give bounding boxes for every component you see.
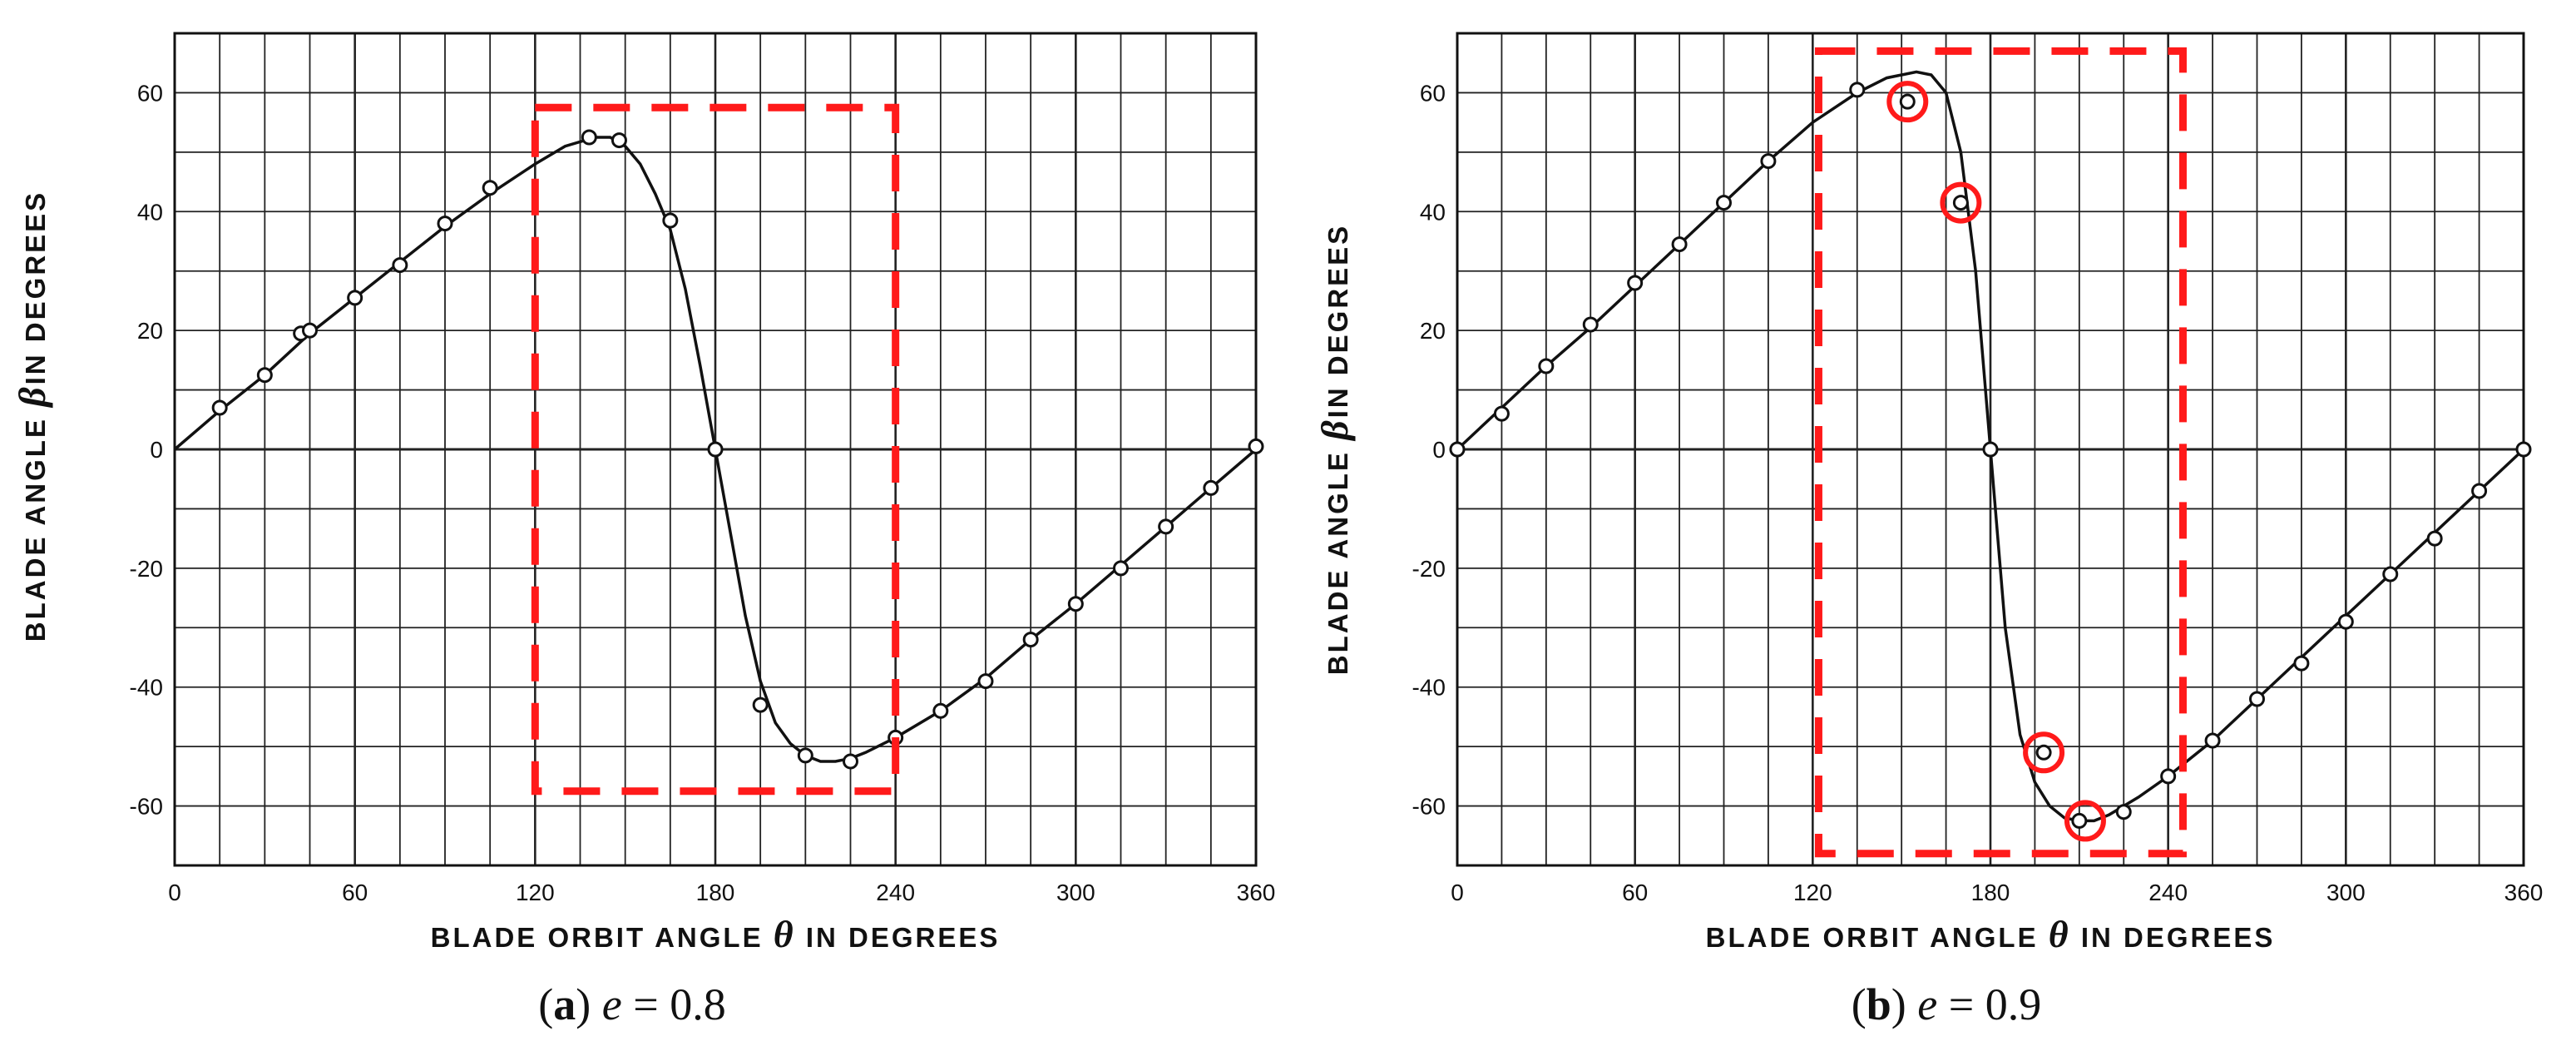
panel-b-x-tick-label: 180 [1971,880,2010,905]
panel-b-data-point [1899,93,1916,110]
panel-a-data-point [482,180,498,196]
panel-a-data-point [662,212,679,229]
panel-a-data-point [302,322,318,339]
panel-a-data-point [752,697,769,713]
panel-b-data-point [1493,405,1510,422]
panel-a-data-point [1067,596,1084,612]
panel-b-data-point [1952,195,1969,211]
panel-a-data-point [977,673,994,690]
panel-a-y-tick-label: -20 [130,556,163,582]
panel-a-y-tick-label: 60 [137,80,163,106]
panel-b-highlight-box [1814,47,2187,858]
panel-b-x-axis-label: BLADE ORBIT ANGLE θ IN DEGREES [1706,913,2276,955]
panel-b-data-point [1849,82,1866,98]
panel-b-data-point [2204,732,2221,749]
panel-b-data-point [1716,195,1732,211]
panel-b-y-tick-label: -60 [1412,794,1446,820]
panel-b-y-tick-label: 40 [1420,199,1446,225]
panel-a-curve [173,136,1258,763]
panel-b-data-point [1982,441,1999,458]
panel-a-x-tick-label: 0 [168,880,181,905]
panel-a-data-point [843,753,858,770]
panel-b-x-tick-label: 300 [2326,880,2366,905]
panel-a-y-tick-label: -60 [130,794,163,820]
panel-a-data-point [1203,479,1219,496]
panel-b-data-point [1449,441,1466,458]
panel-a-x-tick-label: 300 [1056,880,1095,905]
panel-b-data-point [2382,566,2399,582]
panel-b-caption: (b) e = 0.9 [1852,979,2041,1029]
panel-a-highlight-box [531,103,900,796]
panel-a-data-point [347,290,363,306]
panel-a-x-tick-label: 360 [1237,880,1276,905]
panel-a-data-point [211,399,228,416]
panel-a-x-axis-label: BLADE ORBIT ANGLE θ IN DEGREES [431,913,1001,955]
panel-b-x-tick-label: 60 [1622,880,1648,905]
panel-b-highlight-circle [1940,181,1982,224]
panel-a-y-tick-label: 40 [137,199,163,225]
panel-b-data-point [2249,691,2265,707]
panel-a-y-tick-label: 20 [137,318,163,344]
panel-b-data-point [2160,768,2177,785]
panel-a-grid [175,33,1256,865]
panel-a-data-point [932,702,949,719]
panel-b-data-point [2337,613,2354,630]
panel-b-y-axis-label: BLADE ANGLE βIN DEGREES [1313,224,1356,675]
panel-a-x-tick-label: 120 [516,880,555,905]
panel-b-tick-labels: 0 60 120 180 240 300 360 -60 -40 -20 0 20 40 60 [1412,80,2544,905]
panel-a-data-point [611,132,627,149]
panel-a-data-point [437,216,453,232]
panel-a-data-point [256,367,273,384]
panel-b-data-point [2035,744,2052,761]
panel-b-data-point [1760,153,1777,170]
panel-b-data-point [1627,275,1644,291]
panel-b-x-tick-label: 0 [1451,880,1464,905]
panel-a-data-point [581,129,597,146]
panel-b-x-tick-label: 240 [2148,880,2188,905]
panel-a-x-tick-label: 240 [876,880,915,905]
panel-b-x-tick-label: 120 [1793,880,1832,905]
panel-b-x-tick-label: 360 [2504,880,2544,905]
panel-b-data-point [2515,441,2532,458]
panel-a-data-point [1113,560,1129,577]
panel-b-highlight-circle [2023,731,2065,774]
panel-b-data-point [1582,316,1599,333]
panel-b-data-point [2071,812,2088,829]
panel-b-y-tick-label: 20 [1420,318,1446,344]
panel-b-y-tick-label: -40 [1412,675,1446,701]
panel-b-data-point [1671,236,1688,253]
panel-a-y-axis-label: BLADE ANGLE βIN DEGREES [11,191,53,642]
panel-b-highlight-circle [1886,81,1929,123]
panel-b-y-tick-label: 60 [1420,80,1446,106]
panel-a-y-tick-label: -40 [130,675,163,701]
panel-b-data-point [2293,655,2310,672]
panel-b-highlight-circle [2064,800,2106,842]
panel-b-line-chart: 0 60 120 180 240 300 360 -60 -40 -20 0 20 40 60 BLADE… [1313,32,2544,1029]
panel-b-data-point [2115,804,2132,820]
panel-a-data-point [797,747,813,764]
panel-a-data-point [1022,632,1039,648]
panel-a-data-point [707,441,724,458]
panel-a-data-point [1248,438,1264,454]
panel-a-line-chart: 0 60 120 180 240 300 360 -60 -40 -20 0 20 40 60 BLADE… [11,32,1276,1029]
panel-a-x-tick-label: 180 [696,880,735,905]
panel-b-data-point [2471,483,2488,499]
panel-a-caption: (a) e = 0.8 [538,979,725,1029]
panel-a-x-tick-label: 60 [342,880,368,905]
panel-b-data-point [1538,358,1555,374]
panel-b-y-tick-label: 0 [1432,437,1446,463]
panel-b-circled-points [1886,81,2106,842]
panel-a-tick-labels: 0 60 120 180 240 300 360 -60 -40 -20 0 20 40 60 [130,80,1276,905]
panel-b-data-points [1449,82,2532,829]
panel-b-curve [1456,70,2525,823]
panel-b-y-tick-label: -20 [1412,556,1446,582]
panel-a-data-point [392,257,408,274]
panel-a-y-tick-label: 0 [150,437,163,463]
panel-a-data-point [1158,518,1174,535]
panel-b-data-point [2426,530,2443,547]
